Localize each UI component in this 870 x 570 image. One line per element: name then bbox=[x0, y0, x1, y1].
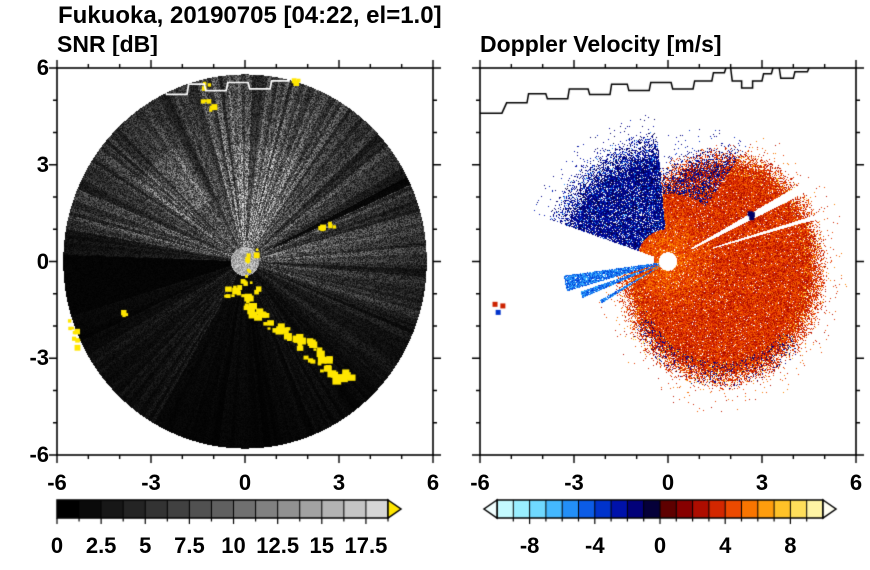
snr-y-tick-label: 0 bbox=[36, 248, 49, 274]
snr-x-tick-label: 0 bbox=[238, 470, 252, 495]
doppler-subtitle: Doppler Velocity [m/s] bbox=[480, 31, 722, 57]
snr-colorbar-tick-label: 12.5 bbox=[256, 533, 300, 558]
snr-colorbar-tick-label: 17.5 bbox=[344, 533, 388, 558]
doppler-x-tick-label: 0 bbox=[661, 470, 675, 495]
snr-colorbar-tick-label: 7.5 bbox=[174, 533, 205, 558]
snr-x-tick-label: 6 bbox=[426, 470, 440, 495]
snr-x-tick-label: -3 bbox=[141, 470, 161, 495]
snr-x-tick-label: -6 bbox=[47, 470, 67, 495]
doppler-x-tick-label: 6 bbox=[849, 470, 863, 495]
figure-title: Fukuoka, 20190705 [04:22, el=1.0] bbox=[58, 2, 442, 29]
snr-radar-plot bbox=[45, 56, 445, 467]
snr-x-tick-label: 3 bbox=[332, 470, 346, 495]
snr-colorbar-tick-label: 2.5 bbox=[85, 533, 117, 558]
snr-y-tick-label: 6 bbox=[36, 55, 49, 80]
doppler-radar-plot bbox=[468, 56, 868, 467]
snr-colorbar-tick-label: 10 bbox=[221, 533, 246, 558]
snr-colorbar bbox=[43, 497, 423, 537]
snr-y-tick-label: -6 bbox=[29, 442, 49, 467]
doppler-x-tick-label: 3 bbox=[755, 470, 769, 495]
snr-y-tick-label: -3 bbox=[29, 345, 49, 371]
doppler-colorbar-tick-label: 4 bbox=[719, 533, 732, 558]
doppler-x-tick-label: -6 bbox=[470, 470, 490, 495]
snr-colorbar-tick-label: 5 bbox=[139, 533, 152, 558]
snr-subtitle: SNR [dB] bbox=[57, 31, 158, 57]
doppler-colorbar-tick-label: -8 bbox=[519, 533, 540, 558]
snr-colorbar-tick-label: 0 bbox=[50, 533, 64, 558]
snr-y-tick-label: 3 bbox=[36, 151, 49, 177]
doppler-x-tick-label: -3 bbox=[564, 470, 584, 495]
doppler-colorbar-tick-label: -4 bbox=[585, 533, 605, 558]
doppler-colorbar bbox=[462, 497, 866, 537]
snr-colorbar-tick-label: 15 bbox=[309, 533, 335, 558]
doppler-colorbar-tick-label: 0 bbox=[653, 533, 667, 558]
doppler-colorbar-tick-label: 8 bbox=[784, 533, 797, 558]
